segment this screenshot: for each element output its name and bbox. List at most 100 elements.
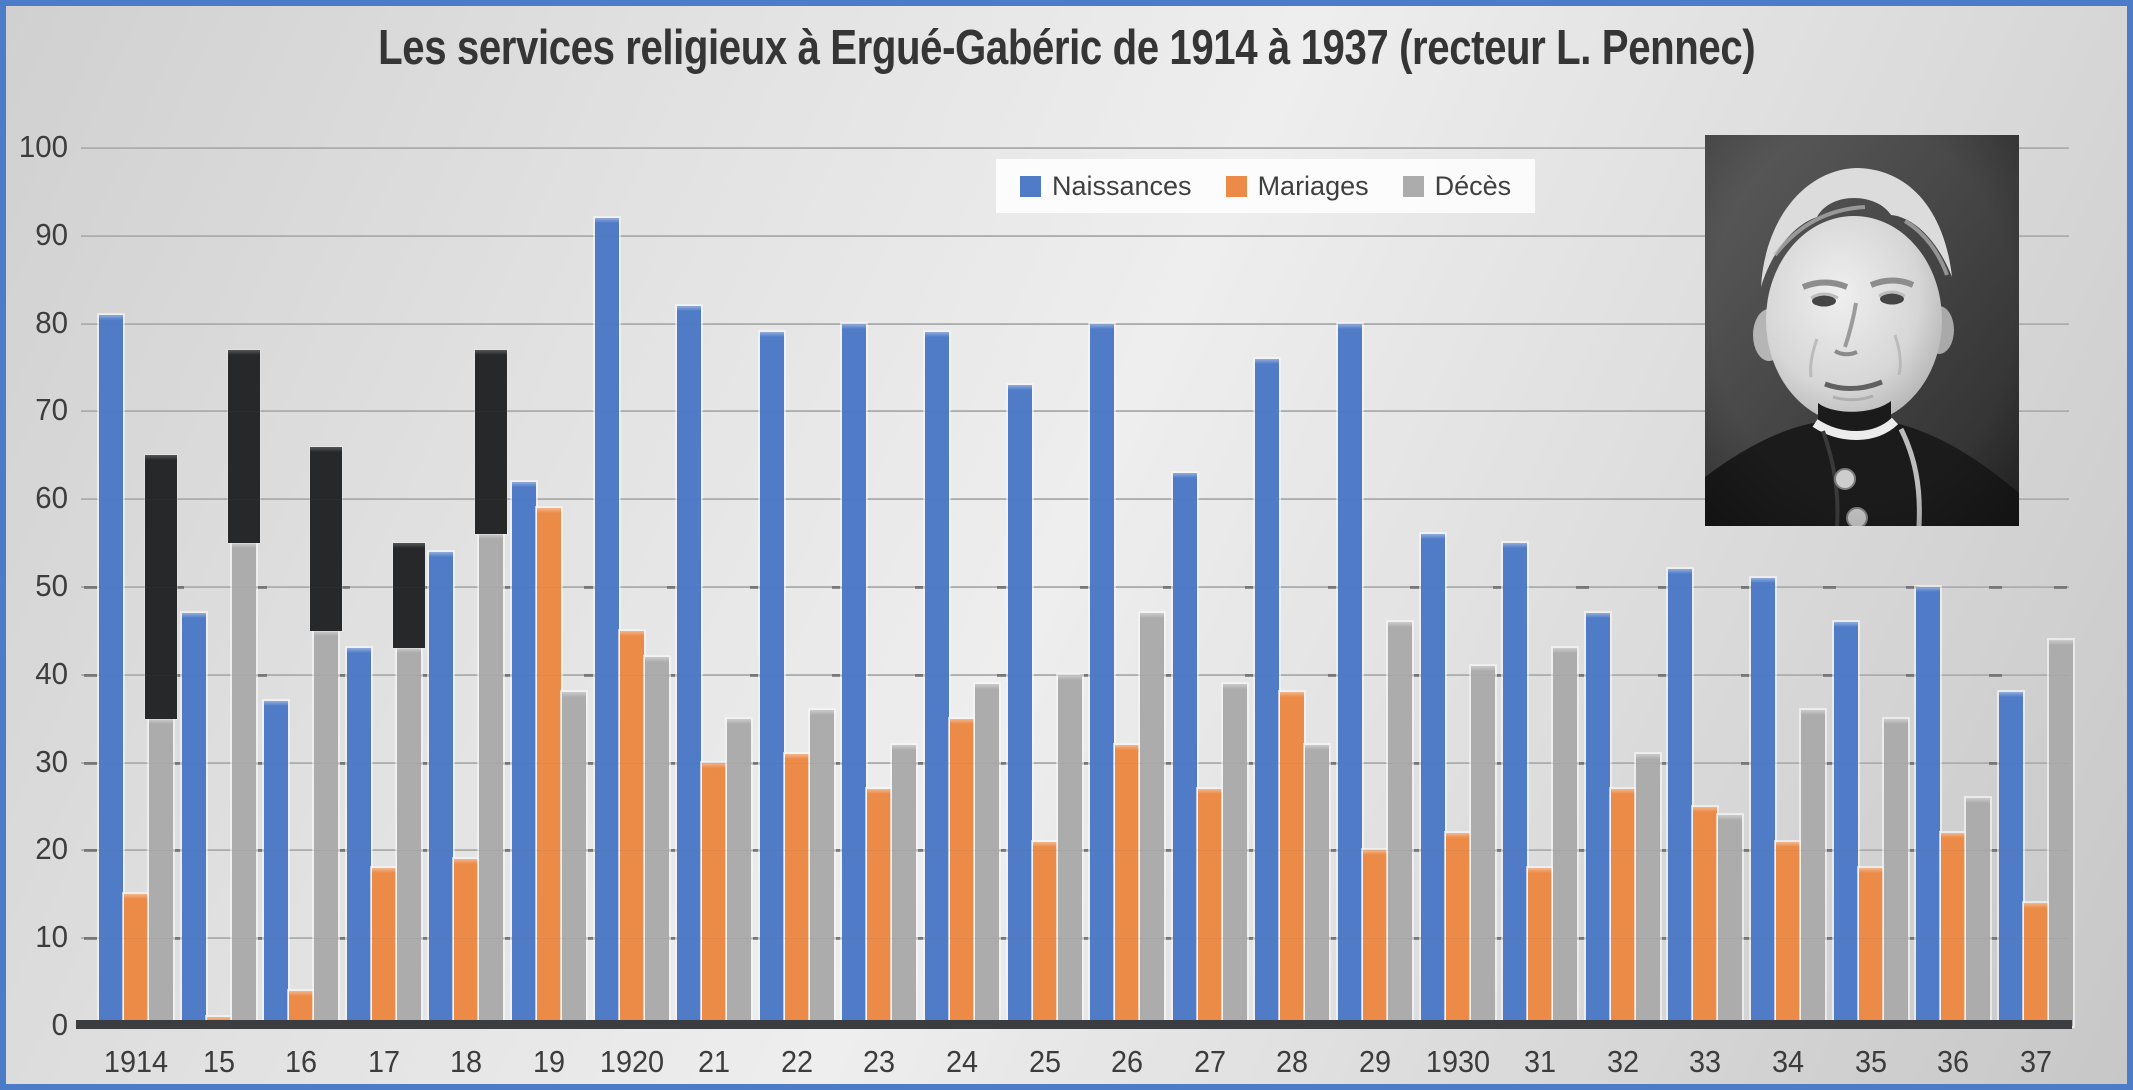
y-axis-label-70: 70 xyxy=(35,392,68,428)
grid-gap-tick xyxy=(1327,673,1341,677)
gridline-80 xyxy=(81,322,2069,325)
bar-mariages-35 xyxy=(1858,867,1883,1026)
x-axis-label-1930: 1930 xyxy=(1425,1044,1490,1079)
war-death-overlay-1914 xyxy=(145,455,177,719)
grid-gap-tick xyxy=(1492,849,1506,853)
grid-gap-tick xyxy=(749,849,763,853)
grid-gap-tick xyxy=(1740,849,1754,853)
grid-gap-tick xyxy=(997,849,1011,853)
bar-naissances-32 xyxy=(1585,613,1610,1026)
grid-gap-tick xyxy=(997,673,1011,677)
grid-gap-tick xyxy=(666,673,680,677)
grid-gap-tick xyxy=(584,761,598,765)
legend-item-mariages: Mariages xyxy=(1225,171,1369,202)
photo-vignette xyxy=(1705,135,2019,526)
grid-gap-tick xyxy=(666,761,680,765)
grid-gap-tick xyxy=(1905,849,1919,853)
bar-décès-1920 xyxy=(644,657,669,1026)
grid-gap-tick xyxy=(1575,849,1589,853)
bar-décès-21 xyxy=(727,718,752,1026)
grid-gap-tick xyxy=(1658,673,1672,677)
gridline-50 xyxy=(81,586,2069,588)
x-axis-line xyxy=(76,1020,2072,1029)
bar-naissances-33 xyxy=(1668,569,1693,1026)
grid-gap-tick xyxy=(1575,586,1589,589)
grid-gap-tick xyxy=(1740,586,1754,589)
grid-gap-tick xyxy=(914,849,928,853)
grid-gap-tick xyxy=(832,849,846,853)
grid-gap-tick xyxy=(171,673,185,677)
y-axis-label-40: 40 xyxy=(35,655,68,691)
grid-gap-tick xyxy=(1162,849,1176,853)
grid-gap-tick xyxy=(914,586,928,589)
bar-décès-29 xyxy=(1388,622,1412,1026)
bar-mariages-25 xyxy=(1032,841,1057,1026)
y-axis-label-50: 50 xyxy=(35,568,68,603)
bar-naissances-27 xyxy=(1172,472,1197,1026)
grid-gap-tick xyxy=(1079,586,1093,589)
gridline-overlay-70 xyxy=(81,411,2069,413)
grid-gap-tick xyxy=(1079,849,1093,853)
grid-gap-tick xyxy=(1079,937,1093,941)
x-axis-label-34: 34 xyxy=(1771,1044,1805,1079)
grid-gap-tick xyxy=(749,586,763,589)
bar-décès-34 xyxy=(1801,709,1825,1026)
grid-gap-tick xyxy=(84,937,97,941)
x-axis-label-26: 26 xyxy=(1111,1044,1144,1079)
grid-gap-tick xyxy=(336,586,350,589)
grid-gap-tick xyxy=(336,761,350,765)
bar-décès-31 xyxy=(1553,648,1578,1026)
bar-décès-25 xyxy=(1057,674,1082,1026)
grid-gap-tick xyxy=(1327,761,1341,765)
grid-gap-tick xyxy=(1658,586,1672,589)
grid-gap-tick xyxy=(253,586,267,589)
grid-gap-tick xyxy=(501,937,515,941)
grid-gap-tick xyxy=(84,586,97,589)
grid-gap-tick xyxy=(1162,586,1176,589)
grid-gap-tick xyxy=(1327,849,1341,853)
grid-gap-tick xyxy=(914,761,928,765)
grid-gap-tick xyxy=(1658,849,1672,853)
bar-mariages-22 xyxy=(784,753,809,1026)
bar-naissances-16 xyxy=(264,701,289,1026)
bar-naissances-34 xyxy=(1751,578,1775,1026)
grid-gap-tick xyxy=(1162,673,1176,677)
chart-title: Les services religieux à Ergué-Gabéric d… xyxy=(6,20,2127,76)
grid-gap-tick xyxy=(1492,937,1506,941)
bar-naissances-37 xyxy=(1998,692,2023,1026)
bar-mariages-1914 xyxy=(124,894,148,1026)
grid-gap-tick xyxy=(253,937,267,941)
grid-gap-tick xyxy=(501,761,515,765)
bar-mariages-17 xyxy=(371,867,396,1026)
naissances-swatch-icon xyxy=(1020,175,1041,197)
grid-gap-tick xyxy=(1492,673,1506,677)
bar-naissances-26 xyxy=(1090,323,1115,1026)
bar-naissances-25 xyxy=(1007,385,1032,1026)
bar-naissances-31 xyxy=(1503,543,1528,1026)
grid-gap-tick xyxy=(749,937,763,941)
x-axis-label-25: 25 xyxy=(1028,1044,1061,1079)
y-axis-label-10: 10 xyxy=(35,919,68,955)
grid-gap-tick xyxy=(749,673,763,677)
bar-mariages-1920 xyxy=(619,630,644,1026)
grid-gap-tick xyxy=(997,937,1011,941)
grid-gap-tick xyxy=(832,761,846,765)
bar-mariages-23 xyxy=(867,788,892,1026)
grid-gap-tick xyxy=(1658,937,1672,941)
grid-gap-tick xyxy=(1988,849,2002,853)
bar-mariages-27 xyxy=(1197,788,1222,1026)
grid-gap-tick xyxy=(1410,761,1424,765)
grid-gap-tick xyxy=(1410,849,1424,853)
grid-gap-tick xyxy=(1575,673,1589,677)
bar-décès-37 xyxy=(2048,639,2073,1026)
gridline-overlay-30 xyxy=(81,762,2069,764)
y-axis-label-90: 90 xyxy=(35,216,68,252)
bar-mariages-32 xyxy=(1610,788,1635,1026)
grid-gap-tick xyxy=(419,761,433,765)
x-axis-label-18: 18 xyxy=(450,1044,483,1079)
grid-gap-tick xyxy=(336,849,350,853)
x-axis-label-17: 17 xyxy=(367,1044,400,1079)
grid-gap-tick xyxy=(501,586,515,589)
grid-gap-tick xyxy=(1988,673,2002,677)
